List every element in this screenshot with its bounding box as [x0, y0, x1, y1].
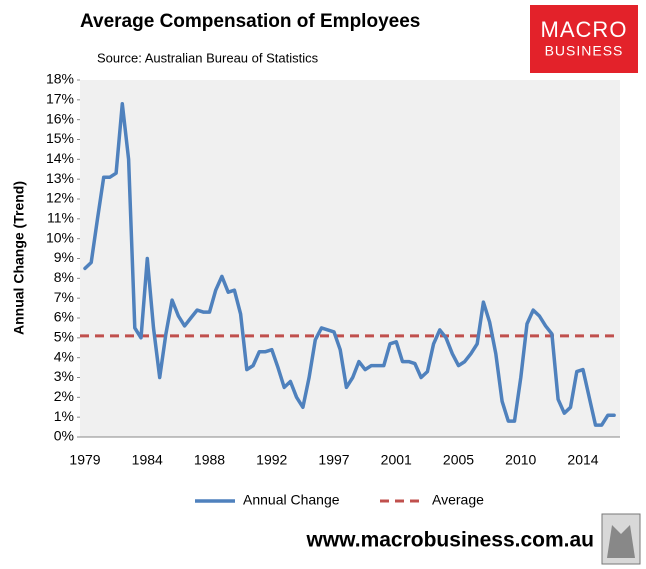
- x-tick-label: 1997: [318, 452, 349, 468]
- y-tick-label: 11%: [47, 210, 74, 226]
- y-tick-label: 7%: [54, 289, 74, 305]
- logo-text: MACRO: [541, 17, 628, 42]
- x-tick-label: 2010: [505, 452, 536, 468]
- y-tick-label: 5%: [54, 329, 74, 345]
- y-axis-label: Annual Change (Trend): [11, 181, 27, 335]
- y-tick-label: 10%: [46, 229, 74, 245]
- plot-area: [80, 80, 620, 437]
- x-tick-label: 1979: [69, 452, 100, 468]
- y-tick-label: 12%: [46, 190, 74, 206]
- legend-label: Average: [432, 492, 484, 508]
- y-tick-label: 4%: [54, 348, 74, 364]
- data-line: [83, 102, 616, 427]
- x-tick-label: 2014: [567, 452, 598, 468]
- y-tick-label: 2%: [54, 388, 74, 404]
- y-tick-label: 13%: [46, 170, 74, 186]
- chart-subtitle: Source: Australian Bureau of Statistics: [97, 50, 319, 65]
- logo-text: BUSINESS: [545, 43, 624, 59]
- x-tick-label: 2005: [443, 452, 474, 468]
- y-tick-label: 1%: [54, 408, 74, 424]
- y-tick-label: 8%: [54, 269, 74, 285]
- y-tick-label: 6%: [54, 309, 74, 325]
- footer: www.macrobusiness.com.au: [306, 529, 594, 552]
- legend-label: Annual Change: [243, 492, 340, 508]
- y-tick-label: 3%: [54, 368, 74, 384]
- y-tick-label: 18%: [46, 71, 74, 87]
- logo-icon: [607, 525, 635, 558]
- y-tick-label: 9%: [54, 249, 74, 265]
- x-tick-label: 2001: [381, 452, 412, 468]
- y-tick-label: 17%: [46, 91, 74, 107]
- logo-box: [530, 5, 638, 73]
- y-tick-label: 14%: [46, 150, 74, 166]
- y-tick-label: 0%: [54, 428, 74, 444]
- x-tick-label: 1984: [132, 452, 163, 468]
- chart-title: Average Compensation of Employees: [80, 11, 420, 32]
- y-tick-label: 15%: [46, 130, 74, 146]
- y-tick-label: 16%: [46, 110, 74, 126]
- x-tick-label: 1988: [194, 452, 225, 468]
- x-tick-label: 1992: [256, 452, 287, 468]
